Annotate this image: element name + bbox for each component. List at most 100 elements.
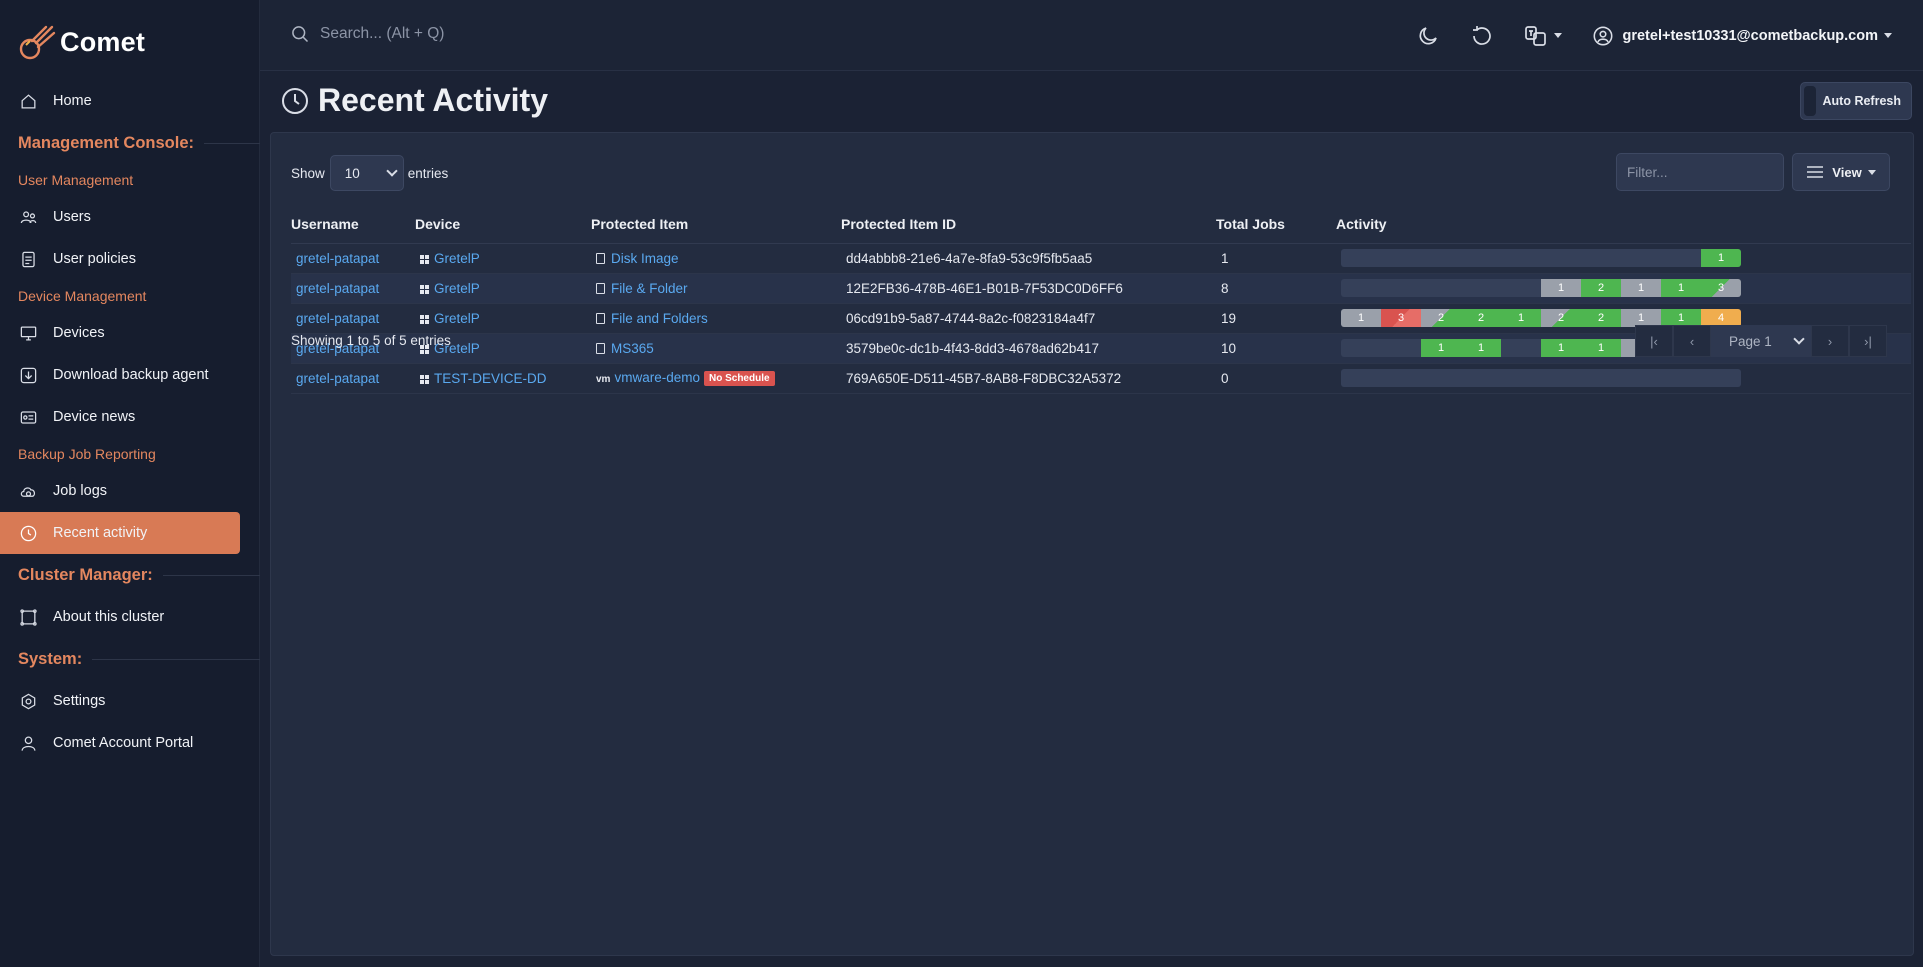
username-link[interactable]: gretel-patapat xyxy=(296,340,380,356)
column-header[interactable]: Username xyxy=(291,205,415,244)
next-page-button[interactable]: › xyxy=(1811,325,1849,357)
prev-page-button[interactable]: ‹ xyxy=(1673,325,1711,357)
first-page-button[interactable]: |‹ xyxy=(1635,325,1673,357)
refresh-icon xyxy=(1473,25,1492,45)
activity-segment[interactable]: 2 xyxy=(1581,309,1621,327)
download-icon xyxy=(18,365,38,385)
activity-segment[interactable]: 4 xyxy=(1701,309,1741,327)
activity-segment[interactable]: 1 xyxy=(1461,339,1501,357)
device-link[interactable]: GretelP xyxy=(434,280,480,296)
protected-item-link[interactable]: vmware-demo xyxy=(614,370,700,385)
clock-icon xyxy=(282,87,308,114)
total-jobs: 10 xyxy=(1216,333,1336,364)
username-link[interactable]: gretel-patapat xyxy=(296,310,380,326)
activity-segment[interactable]: 1 xyxy=(1701,249,1741,267)
activity-segment[interactable]: 3 xyxy=(1381,309,1421,327)
view-label: View xyxy=(1832,164,1862,180)
home-icon xyxy=(18,91,38,111)
last-page-button[interactable]: ›| xyxy=(1849,325,1887,357)
activity-bar xyxy=(1341,369,1741,387)
device-link[interactable]: GretelP xyxy=(434,250,480,266)
total-jobs: 19 xyxy=(1216,303,1336,334)
sidebar-item-label: User policies xyxy=(53,251,136,267)
brand-logo[interactable]: Comet xyxy=(16,20,145,64)
subsection-backup-job-reporting: Backup Job Reporting xyxy=(18,446,156,462)
protected-item-link[interactable]: File and Folders xyxy=(611,310,708,326)
activity-segment[interactable]: 1 xyxy=(1581,339,1621,357)
activity-segment[interactable]: 2 xyxy=(1581,279,1621,297)
divider xyxy=(162,574,260,576)
user-menu[interactable]: gretel+test10331@cometbackup.com xyxy=(1592,25,1892,47)
activity-segment[interactable]: 1 xyxy=(1621,279,1661,297)
sidebar-item-device-news[interactable]: Device news xyxy=(0,396,260,438)
activity-segment[interactable]: 3 xyxy=(1701,279,1741,297)
comet-logo-icon xyxy=(19,25,56,60)
sidebar-item-account-portal[interactable]: Comet Account Portal xyxy=(0,722,260,764)
activity-segment[interactable]: 1 xyxy=(1621,309,1661,327)
cloud-log-icon xyxy=(18,481,38,501)
filter-input[interactable] xyxy=(1616,153,1784,191)
device-link[interactable]: GretelP xyxy=(434,310,480,326)
column-header[interactable]: Protected Item ID xyxy=(841,205,1216,244)
entries-select[interactable]: 10 xyxy=(329,155,404,191)
activity-segment[interactable]: 2 xyxy=(1421,309,1461,327)
device-link[interactable]: GretelP xyxy=(434,340,480,356)
sidebar-item-devices[interactable]: Devices xyxy=(0,312,260,354)
subsection-user-management: User Management xyxy=(18,172,134,188)
activity-segment[interactable]: 1 xyxy=(1541,279,1581,297)
sidebar-item-about-cluster[interactable]: About this cluster xyxy=(0,596,260,638)
total-jobs: 1 xyxy=(1216,243,1336,274)
column-header[interactable]: Protected Item xyxy=(591,205,841,244)
section-label: System: xyxy=(18,649,83,668)
auto-refresh-toggle[interactable]: Auto Refresh xyxy=(1800,82,1912,120)
sidebar-item-download-agent[interactable]: Download backup agent xyxy=(0,354,260,396)
activity-segment[interactable]: 1 xyxy=(1661,309,1701,327)
sidebar-item-settings[interactable]: Settings xyxy=(0,680,260,722)
sidebar-item-label: Home xyxy=(53,93,92,109)
column-header[interactable]: Total Jobs xyxy=(1216,205,1336,244)
device-link[interactable]: TEST-DEVICE-DD xyxy=(434,370,547,386)
sidebar-item-user-policies[interactable]: User policies xyxy=(0,238,260,280)
column-header[interactable]: Device xyxy=(415,205,591,244)
sidebar-item-recent-activity[interactable]: Recent activity xyxy=(0,512,240,554)
sidebar-nav: Home Management Console: User Management… xyxy=(0,80,260,764)
entries-value: 10 xyxy=(344,165,360,181)
protected-item-link[interactable]: Disk Image xyxy=(611,250,679,266)
activity-segment[interactable]: 2 xyxy=(1541,309,1581,327)
office365-icon xyxy=(596,342,605,354)
section-management-console: Management Console: xyxy=(0,122,260,164)
activity-segment[interactable]: 1 xyxy=(1541,339,1581,357)
moon-icon xyxy=(1420,26,1438,44)
theme-toggle-button[interactable] xyxy=(1416,24,1440,48)
sidebar-item-users[interactable]: Users xyxy=(0,196,260,238)
pagination: |‹ ‹ Page 1 › ›| xyxy=(1635,325,1887,357)
username-link[interactable]: gretel-patapat xyxy=(296,370,380,386)
sidebar-item-home[interactable]: Home xyxy=(0,80,260,122)
view-dropdown-button[interactable]: View xyxy=(1792,153,1890,191)
activity-segment[interactable]: 2 xyxy=(1461,309,1501,327)
sidebar-item-job-logs[interactable]: Job logs xyxy=(0,470,260,512)
translate-dropdown[interactable] xyxy=(1524,24,1563,48)
column-header[interactable]: Activity xyxy=(1336,205,1911,244)
activity-segment[interactable]: 1 xyxy=(1501,309,1541,327)
protected-item-link[interactable]: MS365 xyxy=(611,340,654,356)
activity-segment[interactable]: 1 xyxy=(1341,309,1381,327)
table-row: gretel-patapat TEST-DEVICE-DD vm vmware-d… xyxy=(291,363,1911,394)
activity-segment[interactable]: 1 xyxy=(1661,279,1701,297)
activity-segment[interactable]: 1 xyxy=(1421,339,1461,357)
section-cluster-manager: Cluster Manager: xyxy=(0,554,260,596)
protected-item-link[interactable]: File & Folder xyxy=(611,280,688,296)
divider xyxy=(92,658,260,660)
windows-icon xyxy=(420,284,429,294)
page-select[interactable]: Page 1 xyxy=(1711,325,1811,357)
refresh-button[interactable] xyxy=(1470,24,1494,48)
activity-panel: Show 10 entries View Username Device Pro… xyxy=(270,132,1914,956)
user-email: gretel+test10331@cometbackup.com xyxy=(1622,27,1878,44)
caret-down-icon xyxy=(1884,33,1892,38)
translate-icon xyxy=(1525,25,1547,46)
username-link[interactable]: gretel-patapat xyxy=(296,250,380,266)
username-link[interactable]: gretel-patapat xyxy=(296,280,380,296)
global-search[interactable]: Search... (Alt + Q) xyxy=(290,24,444,44)
entries-label: entries xyxy=(407,165,449,181)
person-icon xyxy=(18,733,38,753)
